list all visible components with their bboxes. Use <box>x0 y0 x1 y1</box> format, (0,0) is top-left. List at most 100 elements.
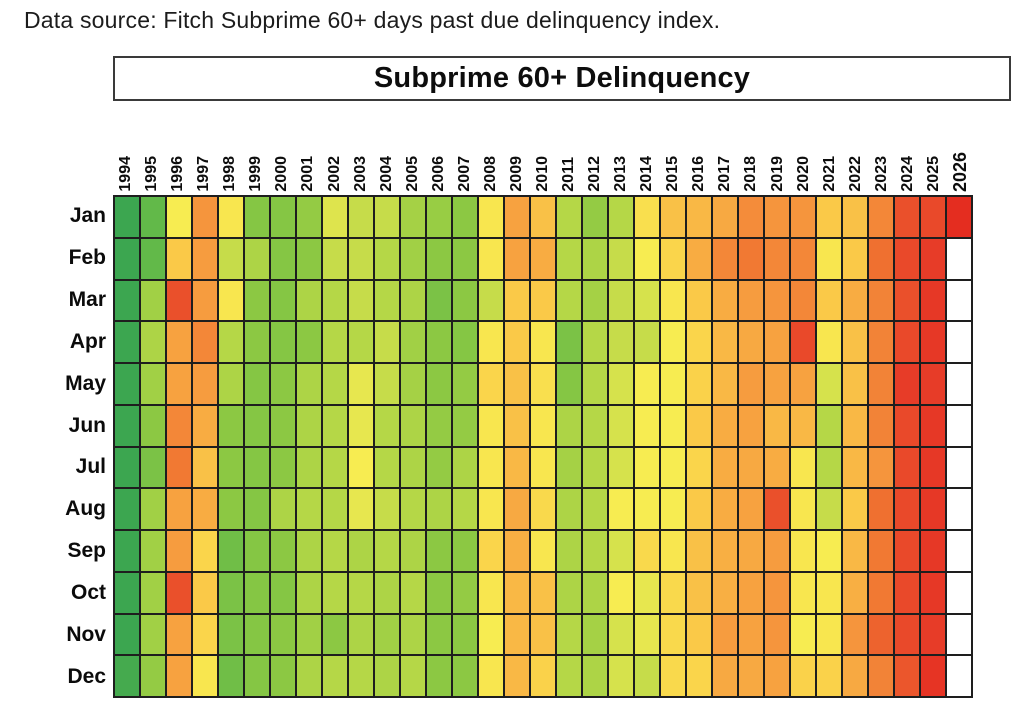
year-label: 2020 <box>794 156 812 192</box>
heatmap-cell <box>375 405 399 446</box>
heatmap-cell <box>557 405 581 446</box>
heatmap-cell <box>635 447 659 488</box>
heatmap-cell <box>557 614 581 655</box>
heatmap-cell <box>349 280 373 321</box>
heatmap-cell <box>661 531 685 571</box>
year-label-cell: 1999 <box>243 102 269 192</box>
year-label: 2024 <box>898 156 916 192</box>
heatmap-cell <box>115 572 139 613</box>
heatmap-cell <box>193 572 217 613</box>
heatmap-cell <box>453 364 477 404</box>
year-label: 2025 <box>924 156 942 192</box>
year-label: 2012 <box>586 156 604 192</box>
heatmap-cell <box>765 531 789 571</box>
year-label-cell: 2000 <box>269 102 295 192</box>
heatmap-cell <box>349 322 373 362</box>
heatmap-cell <box>687 364 711 404</box>
heatmap-cell <box>791 531 815 571</box>
heatmap-cell <box>167 364 191 404</box>
heatmap-cell <box>687 614 711 655</box>
heatmap-cell <box>427 572 451 613</box>
heatmap-cell <box>609 572 633 613</box>
year-label: 1995 <box>143 156 161 192</box>
year-label-cell: 2014 <box>634 102 660 192</box>
heatmap-cell <box>375 280 399 321</box>
heatmap-cell <box>219 322 243 362</box>
heatmap-cell <box>843 614 867 655</box>
heatmap-cell <box>219 531 243 571</box>
heatmap-cell <box>427 489 451 529</box>
heatmap-cell <box>687 322 711 362</box>
heatmap-cell <box>739 405 763 446</box>
heatmap-cell <box>661 364 685 404</box>
heatmap-cell <box>141 572 165 613</box>
heatmap-cell <box>219 405 243 446</box>
heatmap-cell <box>739 322 763 362</box>
heatmap-cell <box>453 447 477 488</box>
heatmap-cell <box>661 322 685 362</box>
heatmap-cell <box>297 364 321 404</box>
heatmap-cell <box>713 280 737 321</box>
heatmap-cell <box>115 531 139 571</box>
heatmap-cell <box>271 447 295 488</box>
year-label-cell: 2024 <box>895 102 921 192</box>
heatmap-cell <box>713 489 737 529</box>
heatmap-cell <box>765 614 789 655</box>
month-label: Dec <box>67 665 106 689</box>
year-label: 2021 <box>820 156 838 192</box>
heatmap-cell <box>375 572 399 613</box>
year-label-cell: 2002 <box>321 102 347 192</box>
year-label-cell: 2021 <box>817 102 843 192</box>
heatmap-cell <box>401 405 425 446</box>
heatmap-cell <box>765 447 789 488</box>
heatmap-cell <box>401 322 425 362</box>
heatmap-cell <box>323 197 347 237</box>
heatmap-cell <box>869 572 893 613</box>
heatmap-cell <box>375 531 399 571</box>
heatmap-cell <box>531 447 555 488</box>
year-label: 2015 <box>664 156 682 192</box>
heatmap-cell <box>843 489 867 529</box>
heatmap-cell <box>583 489 607 529</box>
year-label: 1998 <box>221 156 239 192</box>
heatmap-cell <box>557 531 581 571</box>
heatmap-cell <box>661 280 685 321</box>
heatmap-cell <box>427 405 451 446</box>
heatmap-cell <box>375 447 399 488</box>
heatmap-cell <box>687 405 711 446</box>
heatmap-cell <box>271 656 295 696</box>
heatmap-cell <box>635 531 659 571</box>
heatmap-cell <box>635 489 659 529</box>
heatmap-cell <box>141 280 165 321</box>
heatmap-cell <box>245 364 269 404</box>
heatmap-cell <box>713 405 737 446</box>
heatmap-cell <box>245 238 269 279</box>
heatmap-cell <box>323 656 347 696</box>
heatmap-cell <box>765 405 789 446</box>
heatmap-cell <box>167 447 191 488</box>
year-label-cell: 2012 <box>582 102 608 192</box>
heatmap-cell <box>869 614 893 655</box>
heatmap-cell <box>401 656 425 696</box>
heatmap-cell <box>401 531 425 571</box>
heatmap-cell <box>115 405 139 446</box>
heatmap-cell <box>661 572 685 613</box>
heatmap-cell <box>791 238 815 279</box>
heatmap-cell <box>427 322 451 362</box>
heatmap-cell <box>895 238 919 279</box>
heatmap-cell <box>167 197 191 237</box>
heatmap-cell <box>843 197 867 237</box>
heatmap-cell <box>271 238 295 279</box>
heatmap-cell <box>479 405 503 446</box>
heatmap-cell <box>505 405 529 446</box>
heatmap-cell <box>167 614 191 655</box>
heatmap-cell <box>739 614 763 655</box>
heatmap-cell <box>791 197 815 237</box>
year-label: 2022 <box>846 156 864 192</box>
heatmap-cell <box>505 364 529 404</box>
heatmap-cell <box>323 614 347 655</box>
data-source-caption: Data source: Fitch Subprime 60+ days pas… <box>24 7 721 33</box>
heatmap-cell <box>791 405 815 446</box>
month-label: Apr <box>69 329 106 353</box>
heatmap-cell <box>219 614 243 655</box>
